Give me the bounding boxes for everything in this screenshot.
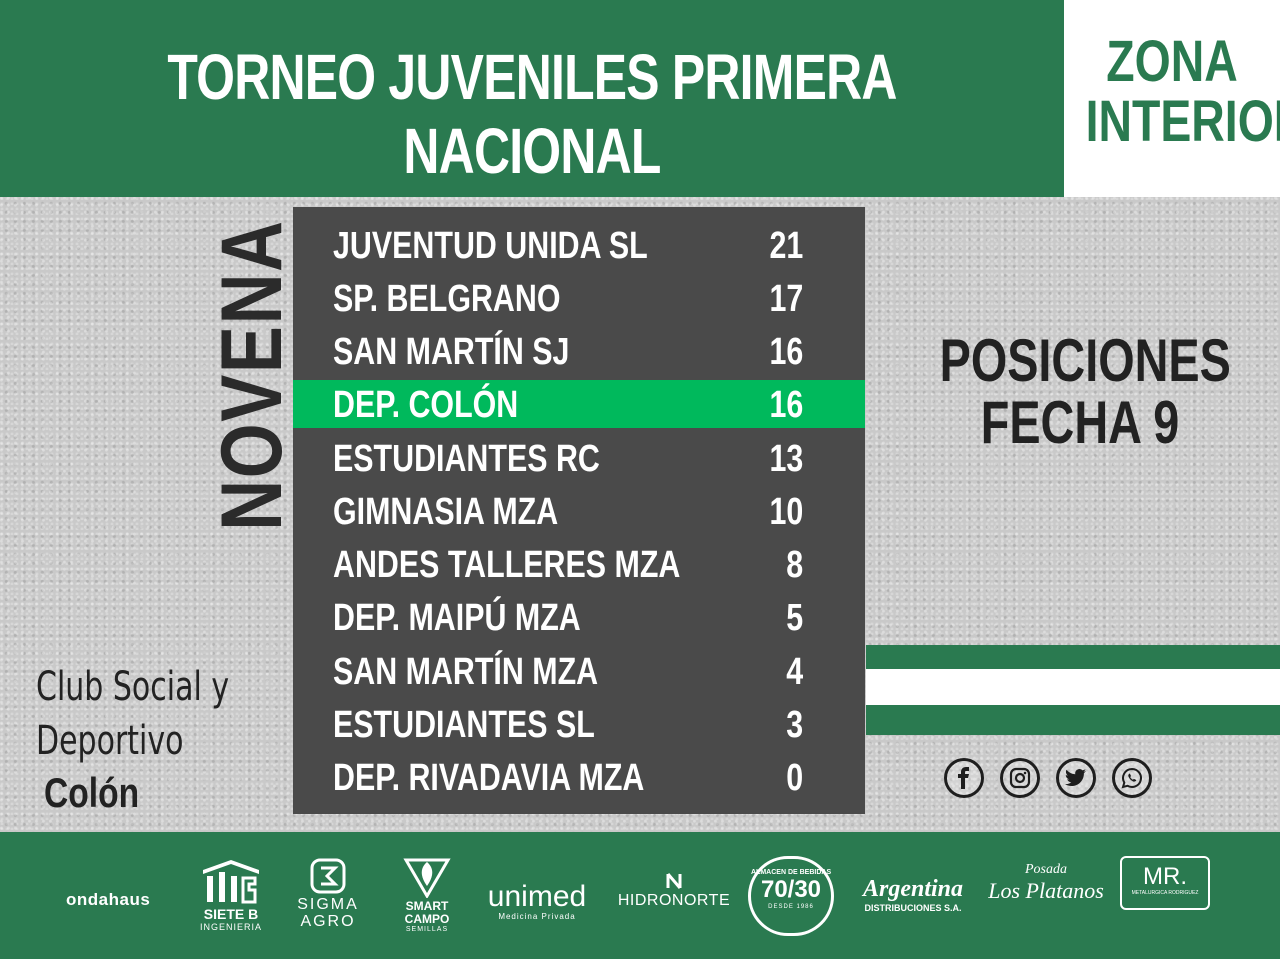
standings-table: JUVENTUD UNIDA SL 21 SP. BELGRANO 17 SAN… bbox=[293, 207, 865, 814]
smart-campo-logo-icon bbox=[403, 858, 451, 898]
category-text: NOVENA bbox=[204, 219, 300, 531]
standings-row: SAN MARTÍN SJ 16 bbox=[293, 327, 865, 375]
instagram-icon[interactable] bbox=[1000, 758, 1040, 798]
club-name-line: Deportivo bbox=[36, 718, 184, 764]
standings-row: SAN MARTÍN MZA 4 bbox=[293, 647, 865, 695]
club-name-line: Club Social y bbox=[36, 664, 230, 710]
sponsor-sigma-agro: SIGMA AGRO bbox=[288, 858, 368, 930]
team-points: 16 bbox=[769, 384, 803, 426]
sponsor-subtitle: DISTRIBUCIONES S.A. bbox=[864, 903, 962, 913]
decorative-stripe bbox=[866, 669, 1280, 705]
sponsor-posada-los-platanos: Posada Los Platanos bbox=[984, 862, 1108, 904]
round-label: FECHA 9 bbox=[980, 389, 1180, 456]
team-name: ESTUDIANTES RC bbox=[333, 438, 600, 480]
sponsor-subtitle: Medicina Privada bbox=[498, 912, 576, 921]
whatsapp-icon[interactable] bbox=[1112, 758, 1152, 798]
decorative-stripe bbox=[866, 645, 1280, 669]
standings-row: SP. BELGRANO 17 bbox=[293, 274, 865, 322]
team-points: 13 bbox=[769, 438, 803, 480]
sponsor-mr: MR. METALURGICA RODRIGUEZ bbox=[1120, 856, 1212, 910]
team-points: 3 bbox=[786, 704, 803, 746]
sponsor-name: unimed bbox=[487, 880, 587, 913]
zone-name: INTERIOR bbox=[1085, 89, 1280, 154]
header-banner: TORNEO JUVENILES PRIMERA NACIONAL bbox=[0, 0, 1064, 197]
sponsor-subtitle: ALMACEN DE BEBIDAS bbox=[751, 869, 832, 876]
mr-logo-badge: MR. METALURGICA RODRIGUEZ bbox=[1120, 856, 1210, 910]
sponsor-siete-b: SIETE B INGENIERIA bbox=[196, 858, 266, 932]
sponsor-argentina: Argentina DISTRIBUCIONES S.A. bbox=[856, 876, 970, 913]
team-points: 16 bbox=[769, 331, 803, 373]
team-name: DEP. RIVADAVIA MZA bbox=[333, 757, 645, 799]
sponsor-unimed: unimed Medicina Privada bbox=[480, 880, 594, 922]
team-name: JUVENTUD UNIDA SL bbox=[333, 225, 648, 267]
sigma-agro-logo-icon bbox=[310, 858, 346, 894]
page-title: TORNEO JUVENILES PRIMERA NACIONAL bbox=[167, 41, 897, 187]
sponsor-name: Posada bbox=[1025, 862, 1067, 877]
team-name: ESTUDIANTES SL bbox=[333, 704, 595, 746]
team-points: 4 bbox=[786, 651, 803, 693]
siete-b-logo-icon bbox=[203, 860, 259, 904]
team-name: SP. BELGRANO bbox=[333, 278, 561, 320]
standings-row: DEP. RIVADAVIA MZA 0 bbox=[293, 753, 865, 801]
sponsor-name: HIDRONORTE bbox=[617, 892, 731, 909]
team-points: 8 bbox=[786, 544, 803, 586]
sponsor-smart-campo: SMART CAMPO SEMILLAS bbox=[394, 854, 460, 933]
sponsor-subtitle: DESDE 1986 bbox=[768, 904, 814, 910]
sponsor-ondahaus: ondahaus bbox=[66, 890, 150, 910]
team-points: 0 bbox=[786, 757, 803, 799]
positions-title: POSICIONES bbox=[939, 327, 1231, 394]
club-name-bold: Colón bbox=[44, 769, 140, 816]
sponsor-name: SMART bbox=[405, 899, 449, 913]
sponsor-name: ondahaus bbox=[66, 890, 151, 909]
team-name: GIMNASIA MZA bbox=[333, 491, 559, 533]
zone-label: ZONA bbox=[1106, 29, 1238, 94]
sponsor-name: 70/30 bbox=[760, 876, 822, 903]
team-name: DEP. COLÓN bbox=[333, 384, 519, 426]
standings-row: JUVENTUD UNIDA SL 21 bbox=[293, 221, 865, 269]
sponsor-hidronorte: HIDRONORTE bbox=[614, 872, 734, 910]
standings-row: ESTUDIANTES RC 13 bbox=[293, 434, 865, 482]
team-points: 5 bbox=[786, 597, 803, 639]
team-name: SAN MARTÍN MZA bbox=[333, 651, 599, 693]
club-name: Club Social y Deportivo Colón bbox=[36, 660, 286, 818]
sponsor-name: CAMPO bbox=[404, 912, 450, 926]
team-name: DEP. MAIPÚ MZA bbox=[333, 597, 581, 639]
positions-heading: POSICIONES FECHA 9 bbox=[900, 330, 1260, 454]
standings-row-highlighted: DEP. COLÓN 16 bbox=[293, 380, 865, 428]
team-name: ANDES TALLERES MZA bbox=[333, 544, 681, 586]
standings-row: GIMNASIA MZA 10 bbox=[293, 487, 865, 535]
twitter-icon[interactable] bbox=[1056, 758, 1096, 798]
team-name: SAN MARTÍN SJ bbox=[333, 331, 570, 373]
sponsor-almacen-7030: ALMACEN DE BEBIDAS 70/30 DESDE 1986 bbox=[748, 856, 836, 936]
sponsor-name: SIGMA bbox=[297, 896, 359, 913]
standings-row: ESTUDIANTES SL 3 bbox=[293, 700, 865, 748]
facebook-icon[interactable] bbox=[944, 758, 984, 798]
decorative-stripe bbox=[866, 705, 1280, 735]
category-label: NOVENA bbox=[204, 205, 300, 565]
team-points: 10 bbox=[769, 491, 803, 533]
social-links bbox=[944, 758, 1156, 806]
team-points: 21 bbox=[769, 225, 803, 267]
team-points: 17 bbox=[769, 278, 803, 320]
sponsor-name: Los Platanos bbox=[988, 878, 1104, 903]
sponsor-subtitle: SEMILLAS bbox=[405, 926, 449, 933]
sponsor-name: AGRO bbox=[300, 913, 356, 930]
sponsor-name: MR. bbox=[1143, 863, 1187, 890]
sponsor-name: SIETE B bbox=[203, 906, 259, 922]
standings-row: DEP. MAIPÚ MZA 5 bbox=[293, 593, 865, 641]
almacen-logo-badge: ALMACEN DE BEBIDAS 70/30 DESDE 1986 bbox=[748, 856, 834, 936]
hidronorte-logo-icon bbox=[666, 873, 682, 889]
sponsor-footer: ondahaus SIETE B INGENIERIA SIGMA AGRO S… bbox=[0, 832, 1280, 959]
sponsor-subtitle: INGENIERIA bbox=[199, 922, 262, 932]
sponsor-subtitle: METALURGICA RODRIGUEZ bbox=[1131, 890, 1199, 896]
standings-row: ANDES TALLERES MZA 8 bbox=[293, 540, 865, 588]
sponsor-name: Argentina bbox=[862, 876, 964, 902]
zone-box: ZONA INTERIOR bbox=[1064, 0, 1280, 197]
